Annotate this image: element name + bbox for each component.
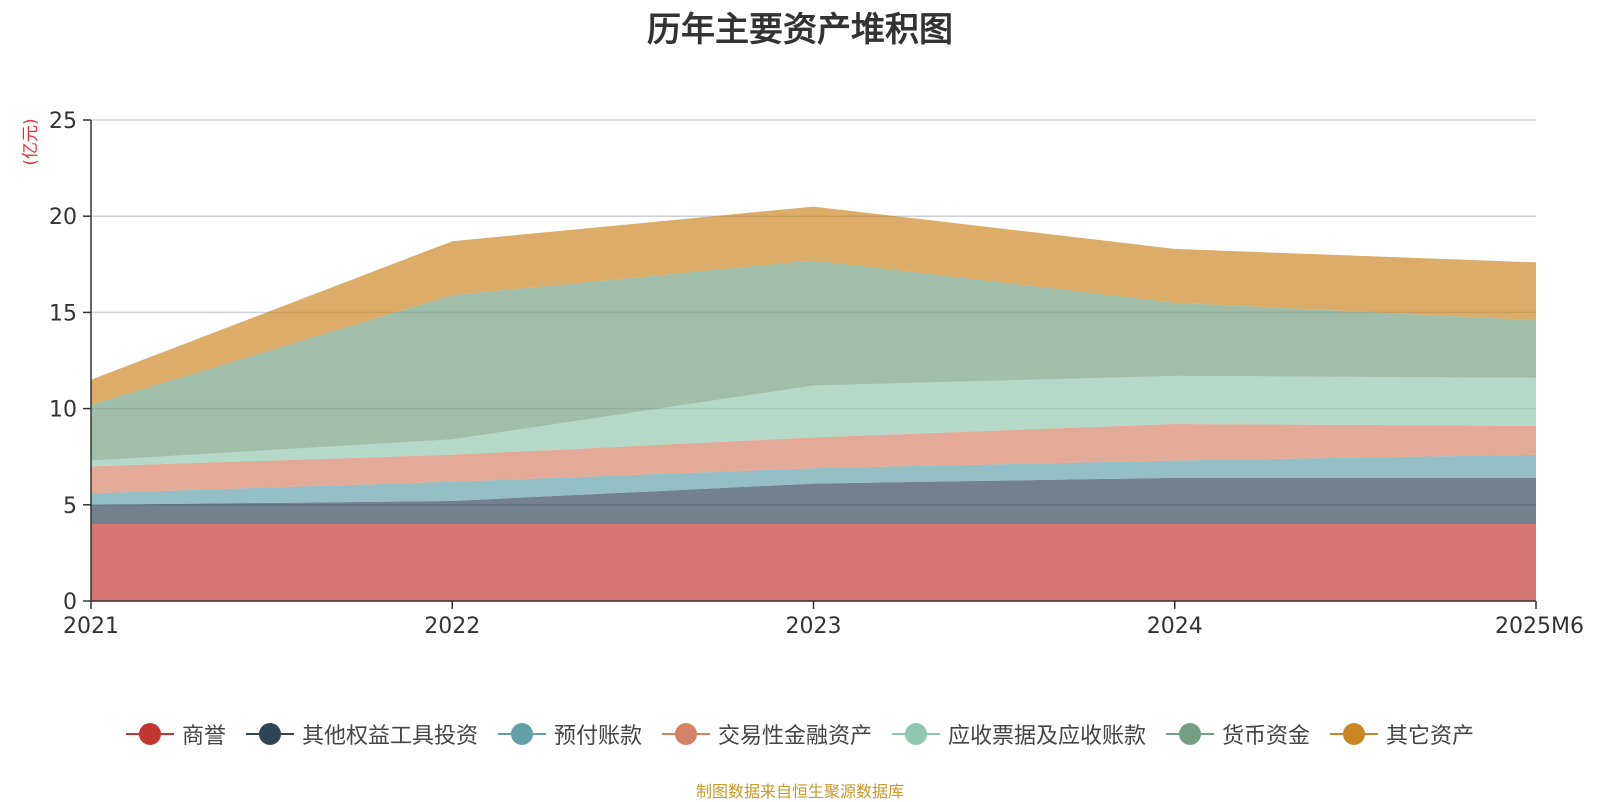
legend-label: 商誉 — [181, 724, 226, 749]
legend-label: 预付账款 — [553, 724, 642, 749]
chart-title: 历年主要资产堆积图 — [647, 10, 953, 50]
legend-marker-icon — [125, 722, 174, 746]
data-source-note: 制图数据来自恒生聚源数据库 — [695, 782, 904, 801]
area-series-4 — [91, 375, 1536, 467]
x-tick-label: 2025M6 — [1495, 614, 1584, 639]
y-tick-label: 20 — [49, 205, 77, 230]
y-tick-label: 5 — [63, 494, 77, 519]
chart-legend: 商誉 其他权益工具投资 预付账款 交易性金融资产 应收票据及应收账款 货币资金 其它资产 — [0, 718, 1600, 750]
legend-label: 应收票据及应收账款 — [948, 724, 1147, 749]
area-series — [91, 206, 1536, 601]
legend-item-4[interactable]: 应收票据及应收账款 — [892, 718, 1146, 750]
area-series-2 — [91, 454, 1536, 505]
area-series-3 — [91, 423, 1536, 494]
legend-label: 其它资产 — [1386, 724, 1475, 749]
y-tick-label: 15 — [49, 301, 77, 326]
axes: 0 5 10 15 20 25 2021 2022 2023 2024 2025M6 — [49, 109, 1584, 639]
y-tick-label: 0 — [63, 590, 77, 615]
x-tick-label: 2021 — [63, 614, 119, 639]
legend-marker-icon — [892, 722, 940, 746]
legend-label: 交易性金融资产 — [717, 724, 872, 749]
legend-marker-icon — [1330, 722, 1379, 746]
x-tick-label: 2022 — [424, 614, 480, 639]
legend-marker-icon — [245, 722, 294, 746]
y-axis-label: (亿元) — [21, 118, 41, 165]
legend-item-5[interactable]: 货币资金 — [1166, 718, 1310, 750]
stacked-area-chart: 0 5 10 15 20 25 2021 2022 2023 2024 2025M6 (亿元) — [21, 109, 1584, 639]
area-series-0 — [91, 524, 1536, 601]
legend-item-0[interactable]: 商誉 — [125, 718, 226, 750]
legend-label: 其他权益工具投资 — [301, 724, 478, 749]
legend-item-3[interactable]: 交易性金融资产 — [661, 718, 872, 750]
x-tick-label: 2024 — [1147, 614, 1203, 639]
legend-marker-icon — [1166, 722, 1215, 746]
x-tick-label: 2023 — [786, 614, 842, 639]
legend-marker-icon — [661, 722, 710, 746]
y-tick-label: 25 — [49, 109, 77, 134]
legend-marker-icon — [497, 722, 546, 746]
y-tick-label: 10 — [49, 398, 77, 423]
area-series-1 — [91, 477, 1536, 525]
legend-item-1[interactable]: 其他权益工具投资 — [245, 718, 478, 750]
area-series-6 — [91, 206, 1536, 405]
legend-item-6[interactable]: 其它资产 — [1330, 718, 1474, 750]
area-series-5 — [91, 260, 1536, 461]
legend-item-2[interactable]: 预付账款 — [497, 718, 642, 750]
legend-label: 货币资金 — [1222, 724, 1311, 749]
